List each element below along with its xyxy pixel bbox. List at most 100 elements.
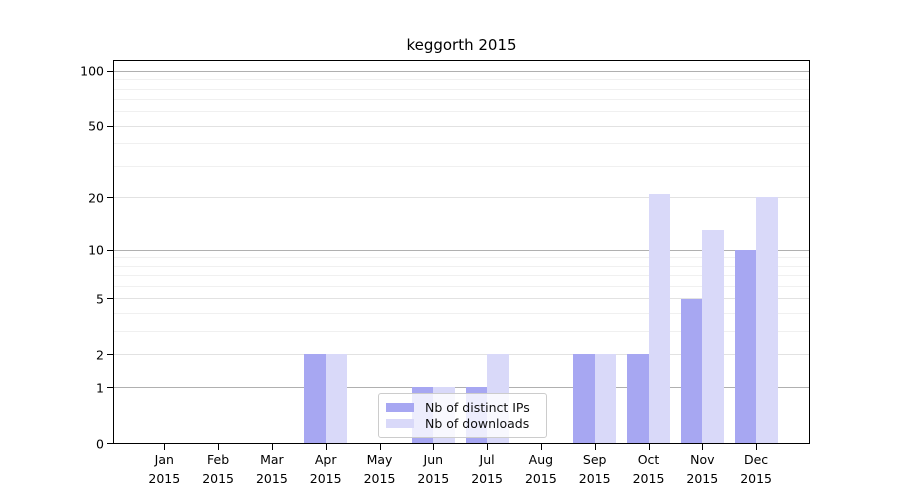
y-tick-mark (107, 249, 113, 251)
y-tick-mark (107, 354, 113, 356)
legend-item-label: Nb of distinct IPs (425, 399, 530, 415)
gridline-minor (114, 143, 809, 145)
bar-nb-of-downloads-sep-2015 (594, 354, 617, 443)
bar-nb-of-distinct-ips-oct-2015 (627, 354, 649, 443)
y-axis-tick-label: 5 (96, 291, 104, 307)
x-tick-mark (218, 444, 220, 450)
x-tick-year: 2015 (148, 470, 181, 486)
x-tick-month: Dec (743, 452, 769, 467)
bar-nb-of-downloads-nov-2015 (702, 230, 724, 443)
x-tick-mark (648, 444, 650, 450)
gridline-minor (114, 111, 809, 113)
x-tick-year: 2015 (740, 470, 772, 486)
x-tick-year: 2015 (524, 470, 557, 486)
y-tick-mark (107, 197, 113, 199)
bar-nb-of-distinct-ips-nov-2015 (680, 298, 703, 443)
legend-item-nb-of-distinct-ips: Nb of distinct IPs (386, 400, 539, 415)
x-tick-year: 2015 (309, 470, 342, 486)
gridline (114, 125, 809, 127)
bar-nb-of-distinct-ips-apr-2015 (304, 354, 326, 443)
x-tick-mark (271, 444, 273, 450)
gridline-minor (114, 257, 809, 259)
x-tick-month: May (366, 452, 393, 467)
y-tick-mark (107, 387, 113, 389)
gridline-minor (114, 313, 809, 315)
x-tick-year: 2015 (578, 470, 611, 486)
gridline (114, 354, 809, 356)
gridline-minor (114, 286, 809, 288)
x-axis-tick-label: Aug 2015 (509, 451, 573, 488)
gridline (114, 298, 809, 300)
bar-nb-of-distinct-ips-dec-2015 (734, 249, 757, 443)
x-axis-tick-label: Mar 2015 (240, 451, 304, 488)
gridline-minor (114, 331, 809, 333)
x-tick-mark (702, 444, 704, 450)
gridline-major (114, 387, 809, 389)
gridline-major (114, 70, 809, 72)
x-tick-year: 2015 (417, 470, 450, 486)
x-tick-year: 2015 (255, 470, 288, 486)
bar-nb-of-downloads-apr-2015 (325, 354, 348, 443)
x-tick-month: Jan (154, 452, 174, 467)
y-axis-tick-label: 0 (96, 436, 104, 451)
x-tick-mark (594, 444, 596, 450)
gridline-minor (114, 265, 809, 267)
plot-area (113, 60, 810, 444)
x-tick-month: Mar (260, 452, 284, 467)
gridline-major (114, 249, 809, 251)
x-axis-tick-label: Nov 2015 (670, 451, 734, 488)
x-tick-mark (379, 444, 381, 450)
legend: Nb of distinct IPs Nb of downloads (378, 393, 547, 438)
x-axis-tick-label: Dec 2015 (724, 451, 788, 488)
x-tick-year: 2015 (202, 470, 234, 486)
y-axis-tick-label: 100 (80, 63, 104, 79)
legend-swatch-nb-of-distinct-ips (386, 402, 414, 412)
x-axis-tick-label: Sep 2015 (563, 451, 627, 488)
gridline-minor (114, 79, 809, 81)
x-axis-tick-label: Feb 2015 (186, 451, 250, 488)
gridline-minor (114, 275, 809, 277)
chart-title: keggorth 2015 (406, 36, 517, 54)
y-axis-tick-label: 50 (88, 118, 104, 134)
y-axis-tick-label: 2 (96, 347, 104, 363)
gridline-minor (114, 166, 809, 168)
x-tick-month: Jul (479, 452, 495, 467)
x-axis-tick-label: Jun 2015 (401, 451, 465, 488)
x-tick-mark (325, 444, 327, 450)
x-tick-year: 2015 (471, 470, 503, 486)
gridline-minor (114, 99, 809, 101)
bar-nb-of-downloads-dec-2015 (756, 197, 778, 443)
legend-swatch-nb-of-downloads (386, 419, 414, 429)
bar-nb-of-downloads-oct-2015 (648, 193, 670, 443)
y-tick-mark (107, 443, 113, 444)
gridline (114, 197, 809, 199)
y-tick-mark (107, 125, 113, 127)
x-tick-month: Aug (528, 452, 554, 467)
x-tick-month: Feb (207, 452, 230, 467)
y-tick-mark (107, 298, 113, 300)
x-tick-mark (164, 444, 166, 450)
x-axis-tick-label: May 2015 (348, 451, 412, 488)
x-tick-month: Apr (314, 452, 337, 467)
y-axis-tick-label: 10 (88, 242, 104, 258)
x-tick-mark (540, 444, 542, 450)
x-tick-month: Sep (582, 452, 607, 467)
x-tick-mark (487, 444, 489, 450)
y-axis-tick-label: 20 (88, 190, 104, 206)
legend-item-label: Nb of downloads (425, 416, 530, 432)
legend-item-nb-of-downloads: Nb of downloads (386, 416, 539, 431)
x-axis-tick-label: Oct 2015 (617, 451, 681, 488)
x-tick-month: Oct (637, 452, 660, 467)
x-tick-year: 2015 (686, 470, 719, 486)
x-tick-year: 2015 (363, 470, 396, 486)
y-tick-mark (107, 70, 113, 72)
x-tick-year: 2015 (632, 470, 665, 486)
gridline-minor (114, 88, 809, 90)
x-tick-mark (756, 444, 758, 450)
x-axis-tick-label: Apr 2015 (294, 451, 358, 488)
x-axis-tick-label: Jul 2015 (455, 451, 519, 488)
x-tick-month: Nov (690, 452, 715, 467)
bar-nb-of-distinct-ips-sep-2015 (573, 354, 595, 443)
x-axis-tick-label: Jan 2015 (132, 451, 196, 488)
